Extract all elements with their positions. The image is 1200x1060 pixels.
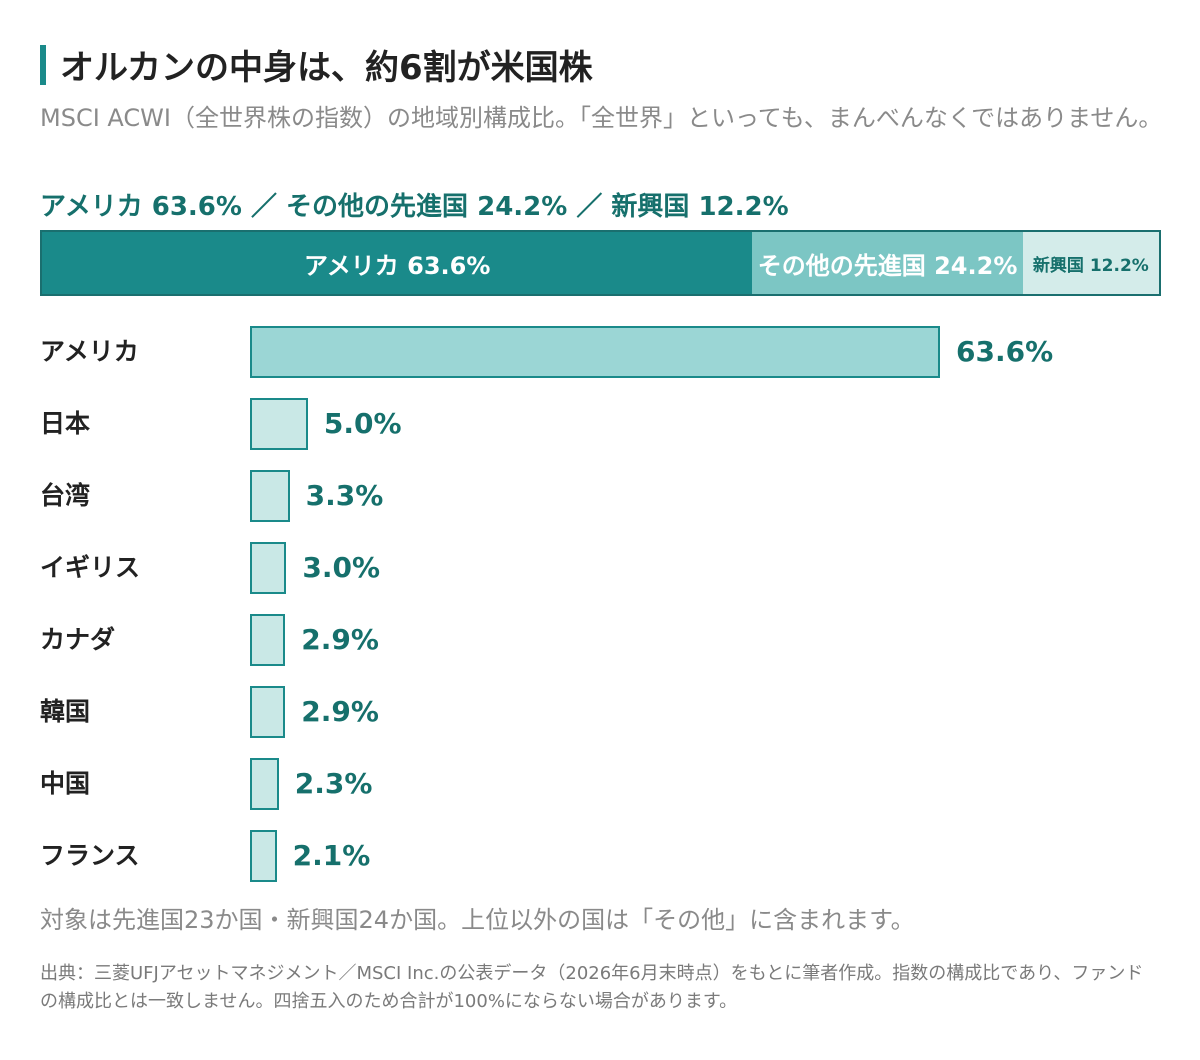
chart-note: 対象は先進国23か国・新興国24か国。上位以外の国は「その他」に含まれます。 <box>40 906 915 934</box>
category-label: 韓国 <box>40 697 91 726</box>
category-label: 台湾 <box>40 481 91 510</box>
stack-segment-label: その他の先進国 24.2% <box>757 251 1018 280</box>
bar <box>250 326 940 378</box>
source-note: 出典：三菱UFJアセットマネジメント／MSCI Inc.の公表データ（2026年… <box>40 963 1144 1012</box>
category-label: フランス <box>40 841 140 870</box>
summary-line: アメリカ 63.6% ／ その他の先進国 24.2% ／ 新興国 12.2% <box>40 192 789 222</box>
stack-segment-emerging: 新興国 12.2% <box>1022 232 1159 294</box>
category-label: 中国 <box>40 769 91 798</box>
chart-title-text: オルカンの中身は、約6割が米国株 <box>60 48 593 88</box>
bar <box>250 686 286 738</box>
category-label: カナダ <box>40 625 116 654</box>
chart-title: オルカンの中身は、約6割が米国株 <box>40 40 1160 89</box>
chart-subtitle: MSCI ACWI（全世界株の指数）の地域別構成比。「全世界」といっても、まんべ… <box>40 104 1163 132</box>
stack-segment-label: 新興国 12.2% <box>1032 255 1149 276</box>
value-label: 63.6% <box>956 335 1054 368</box>
bar <box>250 758 279 810</box>
category-label: 日本 <box>40 409 91 438</box>
value-label: 2.9% <box>301 695 379 728</box>
value-label: 2.3% <box>294 767 373 800</box>
bar <box>250 830 277 882</box>
bar <box>250 398 308 450</box>
value-label: 2.1% <box>292 839 371 872</box>
category-label: アメリカ <box>40 337 139 366</box>
bar <box>250 542 287 594</box>
stacked-share-bar: アメリカ 63.6% その他の先進国 24.2% 新興国 12.2% <box>40 230 1161 296</box>
bar <box>250 614 286 666</box>
stack-segment-us: アメリカ 63.6% <box>42 232 753 294</box>
bar <box>250 470 290 522</box>
title-accent-bar <box>40 44 46 85</box>
value-label: 2.9% <box>301 623 379 656</box>
value-label: 3.0% <box>302 551 380 584</box>
category-label: イギリス <box>40 553 141 582</box>
stack-segment-label: アメリカ 63.6% <box>303 251 491 280</box>
value-label: 5.0% <box>323 407 402 440</box>
stack-segment-other-developed: その他の先進国 24.2% <box>752 232 1023 294</box>
value-label: 3.3% <box>305 479 384 512</box>
